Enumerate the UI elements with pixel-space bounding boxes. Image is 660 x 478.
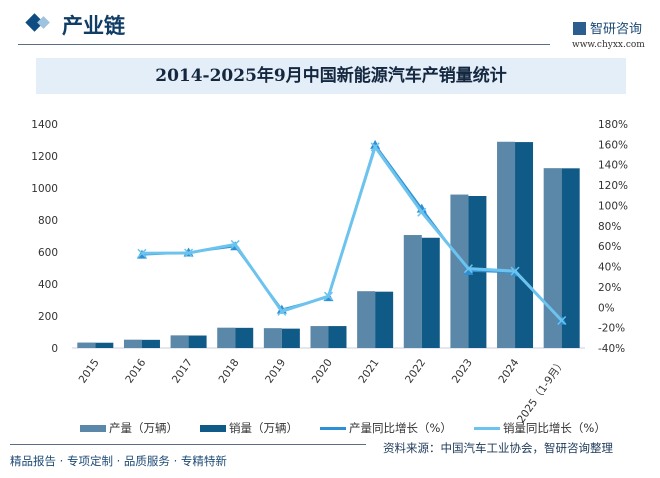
marker-x [137, 248, 147, 258]
bar-production [543, 168, 562, 348]
legend-label: 销量（万辆） [229, 421, 298, 435]
footer-divider [10, 444, 366, 445]
right-tick-label: 120% [598, 180, 628, 192]
right-tick-label: 60% [598, 241, 621, 253]
right-tick-label: 20% [598, 282, 621, 294]
legend-swatch [320, 426, 346, 430]
marker-x [323, 291, 334, 301]
right-tick-label: 0% [598, 302, 615, 314]
x-tick-label: 2023 [450, 357, 475, 386]
left-tick-label: 1000 [31, 183, 58, 195]
bar-production [217, 327, 236, 348]
marker-x [510, 266, 520, 276]
marker-triangle [463, 265, 474, 275]
left-tick-label: 1200 [31, 151, 58, 163]
left-tick-label: 1400 [31, 119, 58, 131]
legend-swatch [200, 424, 226, 432]
left-tick-label: 800 [38, 215, 58, 227]
bar-production [357, 291, 376, 348]
bar-sales [515, 142, 534, 348]
legend-sales-growth: 销量同比增长（%） [473, 420, 606, 436]
source-note: 资料来源：中国汽车工业协会，智研咨询整理 [383, 441, 613, 455]
x-tick-label: 2021 [356, 357, 381, 386]
marker-x [557, 315, 567, 326]
bar-sales [421, 237, 440, 348]
slogan: 精品报告 · 专项定制 · 品质服务 · 专精特新 [10, 454, 227, 468]
right-tick-label: -20% [598, 323, 625, 335]
bar-production [450, 194, 469, 348]
right-tick-label: 100% [598, 200, 628, 212]
legend-swatch [473, 426, 500, 430]
x-tick-label: 2017 [170, 357, 195, 386]
bar-production [310, 326, 329, 348]
right-tick-label: 40% [598, 262, 621, 274]
brand-url: www.chyxx.com [572, 40, 645, 50]
x-tick-label: 2015 [77, 357, 102, 386]
x-tick-label: 2018 [217, 357, 242, 386]
left-tick-label: 0 [51, 343, 58, 355]
marker-x [463, 264, 473, 274]
bar-sales [561, 168, 580, 348]
bar-production [263, 328, 282, 348]
section-title: 产业链 [62, 14, 125, 38]
x-tick-label: 2019 [263, 357, 288, 386]
legend-sales: 销量（万辆） [200, 420, 298, 436]
bar-production [123, 339, 142, 348]
line-sales-growth [141, 143, 563, 322]
bar-sales [328, 326, 347, 348]
legend-production: 产量（万辆） [80, 420, 178, 436]
divider [18, 44, 550, 45]
legend-label: 产量（万辆） [109, 421, 178, 435]
left-tick-label: 200 [38, 311, 58, 323]
x-tick-label: 2016 [123, 357, 148, 386]
x-tick-label: 2025（1-9月） [515, 357, 568, 426]
marker-x [230, 239, 240, 249]
bar-sales [95, 342, 114, 348]
bar-production [170, 335, 189, 348]
x-tick-label: 2020 [310, 357, 335, 386]
left-tick-label: 600 [38, 247, 58, 259]
brand-name: 智研咨询 [590, 22, 643, 37]
brand-logo: 智研咨询 [573, 18, 642, 37]
bar-production [403, 235, 422, 348]
bar-sales [141, 339, 160, 348]
bar-sales [188, 335, 207, 348]
bar-sales [235, 327, 254, 348]
logo-icon [573, 22, 586, 35]
right-tick-label: 180% [598, 119, 628, 131]
right-tick-label: 140% [598, 160, 628, 172]
bar-production [497, 141, 516, 348]
legend: 产量（万辆） 销量（万辆） 产量同比增长（%） 销量同比增长（%） [80, 420, 606, 436]
legend-production-growth: 产量同比增长（%） [320, 420, 452, 436]
bar-sales [375, 291, 394, 348]
right-tick-label: 160% [598, 139, 628, 151]
legend-swatch [80, 424, 106, 432]
legend-label: 产量同比增长（%） [349, 421, 452, 435]
bar-production [77, 342, 96, 348]
right-tick-label: 80% [598, 221, 621, 233]
marker-x [184, 248, 194, 258]
chart-title: 2014-2025年9月中国新能源汽车产销量统计 [36, 58, 626, 94]
bar-sales [281, 328, 300, 348]
right-tick-label: -40% [598, 343, 625, 355]
x-tick-label: 2022 [403, 357, 428, 386]
legend-label: 销量同比增长（%） [502, 421, 606, 435]
left-tick-label: 400 [38, 279, 58, 291]
marker-x [370, 142, 380, 152]
marker-x [417, 207, 427, 217]
x-tick-label: 2024 [496, 357, 521, 386]
marker-x [277, 306, 287, 316]
